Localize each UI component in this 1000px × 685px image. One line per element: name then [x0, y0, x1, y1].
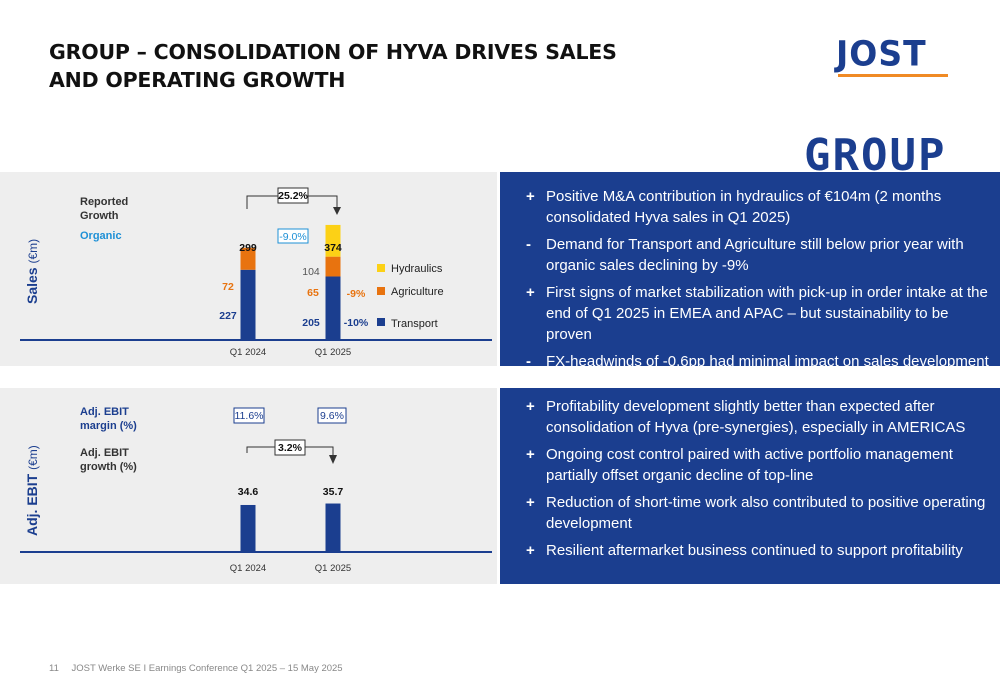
- sales-bullet-4: - FX-headwinds of -0.6pp had minimal impa…: [526, 351, 990, 372]
- jost-logo: JOST: [836, 33, 950, 78]
- bar-agriculture-q1-2024: [240, 247, 256, 270]
- ebit-category-q1-2024: Q1 2024: [230, 563, 266, 574]
- reported-growth-value: 25.2%: [278, 190, 308, 202]
- ebit-margin-label-2: margin (%): [80, 420, 137, 432]
- ebit-growth-label-2: growth (%): [80, 461, 137, 473]
- ebit-bullet-2: + Ongoing cost control paired with active…: [526, 444, 990, 486]
- bullet-plus-icon: +: [526, 398, 535, 415]
- ebit-bullet-4: + Resilient aftermarket business continue…: [526, 540, 990, 561]
- reported-growth-box: [277, 187, 309, 204]
- sales-category-q1-2025: Q1 2025: [315, 347, 351, 358]
- legend-agriculture-swatch: [377, 287, 385, 295]
- total-label-q1-2025: 374: [324, 242, 342, 254]
- bullet-plus-icon: +: [526, 542, 535, 559]
- bullet-minus-icon: -: [526, 236, 531, 253]
- sales-bullet-2: - Demand for Transport and Agriculture st…: [526, 234, 990, 276]
- bar-transport-q1-2024: [240, 269, 256, 339]
- ebit-margin-q1-2025: 9.6%: [320, 410, 344, 422]
- bullet-plus-icon: +: [526, 188, 535, 205]
- page-title-line-2: AND OPERATING GROWTH: [49, 68, 346, 92]
- ebit-value-q1-2025: 35.7: [323, 486, 344, 498]
- ebit-margin-label-1: Adj. EBIT: [80, 406, 129, 418]
- ebit-bullet-list: + Profitability development slightly bett…: [526, 396, 990, 561]
- reported-growth-arrow: [333, 207, 341, 215]
- bar-ebit-q1-2024: [240, 504, 256, 551]
- bullet-text: Resilient aftermarket business continued…: [546, 542, 963, 559]
- bullet-text: First signs of market stabilization with…: [546, 284, 988, 343]
- sales-bars: [240, 224, 341, 339]
- bar-transport-q1-2025: [325, 276, 341, 339]
- footer: 11 JOST Werke SE I Earnings Conference Q…: [49, 663, 343, 674]
- bar-hydraulics-q1-2025: [325, 224, 341, 257]
- sales-bullet-list: + Positive M&A contribution in hydraulics…: [526, 186, 990, 372]
- ebit-margin-box-q1-2025: [317, 407, 347, 424]
- group-badge: GROUP: [804, 134, 1000, 174]
- reported-growth-label-2: Growth: [80, 210, 119, 222]
- sales-chart-panel: Sales (€m) Reported Growth Organic 25.2%…: [0, 172, 497, 366]
- sales-chart: Reported Growth Organic 25.2% -9.0% 299 …: [20, 187, 492, 358]
- bar-agriculture-q1-2025: [325, 256, 341, 277]
- legend-hydraulics-swatch: [377, 264, 385, 272]
- page-number: 11: [49, 663, 59, 674]
- legend-transport: Transport: [391, 318, 438, 330]
- bullet-plus-icon: +: [526, 284, 535, 301]
- bullet-text: Positive M&A contribution in hydraulics …: [546, 188, 942, 226]
- hydraulics-label-q1-2025: 104: [302, 266, 320, 278]
- ebit-margin-box-q1-2024: [233, 407, 265, 424]
- ebit-margin-q1-2024: 11.6%: [235, 410, 264, 422]
- organic-growth-value: -9.0%: [279, 231, 306, 243]
- ebit-bullet-3: + Reduction of short-time work also contr…: [526, 492, 990, 534]
- ebit-chart: Adj. EBIT margin (%) Adj. EBIT growth (%…: [20, 406, 492, 574]
- organic-growth-box: [277, 228, 309, 244]
- bullet-plus-icon: +: [526, 494, 535, 511]
- legend-transport-swatch: [377, 318, 385, 326]
- agriculture-change-label: -9%: [347, 288, 366, 300]
- bullet-text: Ongoing cost control paired with active …: [546, 446, 953, 484]
- agriculture-label-q1-2024: 72: [222, 281, 234, 293]
- page-title: GROUP – CONSOLIDATION OF HYVA DRIVES SAL…: [49, 38, 689, 94]
- ebit-category-q1-2025: Q1 2025: [315, 563, 351, 574]
- transport-label-q1-2024: 227: [219, 310, 237, 322]
- ebit-growth-box: [274, 439, 306, 456]
- legend-hydraulics: Hydraulics: [391, 263, 443, 275]
- ebit-growth-value: 3.2%: [278, 442, 303, 454]
- bullet-text: Demand for Transport and Agriculture sti…: [546, 236, 964, 274]
- total-label-q1-2024: 299: [239, 242, 257, 254]
- bullet-text: Reduction of short-time work also contri…: [546, 494, 986, 532]
- group-word: GROUP: [804, 134, 947, 174]
- sales-category-q1-2024: Q1 2024: [230, 347, 266, 358]
- ebit-bars: [240, 503, 341, 551]
- logo-underline: [838, 74, 948, 77]
- organic-growth-label: Organic: [80, 230, 122, 242]
- bullet-minus-icon: -: [526, 353, 531, 370]
- legend-agriculture: Agriculture: [391, 286, 444, 298]
- bullet-plus-icon: +: [526, 446, 535, 463]
- ebit-bullet-1: + Profitability development slightly bett…: [526, 396, 990, 438]
- sales-bullet-3: + First signs of market stabilization wit…: [526, 282, 990, 345]
- bar-ebit-q1-2025: [325, 503, 341, 551]
- ebit-value-q1-2024: 34.6: [238, 486, 259, 498]
- sales-bullet-1: + Positive M&A contribution in hydraulics…: [526, 186, 990, 228]
- ebit-chart-panel: Adj. EBIT (€m) Adj. EBIT margin (%) Adj.…: [0, 388, 497, 584]
- bullet-text: FX-headwinds of -0.6pp had minimal impac…: [546, 353, 989, 370]
- ebit-growth-arrow: [329, 455, 337, 464]
- ebit-growth-label-1: Adj. EBIT: [80, 447, 129, 459]
- bullet-text: Profitability development slightly bette…: [546, 398, 966, 436]
- footer-text: JOST Werke SE I Earnings Conference Q1 2…: [71, 663, 343, 674]
- agriculture-label-q1-2025: 65: [307, 287, 319, 299]
- transport-change-label: -10%: [344, 317, 369, 329]
- logo-text: JOST: [836, 33, 927, 74]
- page-title-line-1: GROUP – CONSOLIDATION OF HYVA DRIVES SAL…: [49, 40, 617, 64]
- transport-label-q1-2025: 205: [302, 317, 320, 329]
- ebit-commentary-box: + Profitability development slightly bett…: [500, 388, 1000, 584]
- reported-growth-label-1: Reported: [80, 196, 128, 208]
- sales-commentary-box: + Positive M&A contribution in hydraulics…: [500, 172, 1000, 370]
